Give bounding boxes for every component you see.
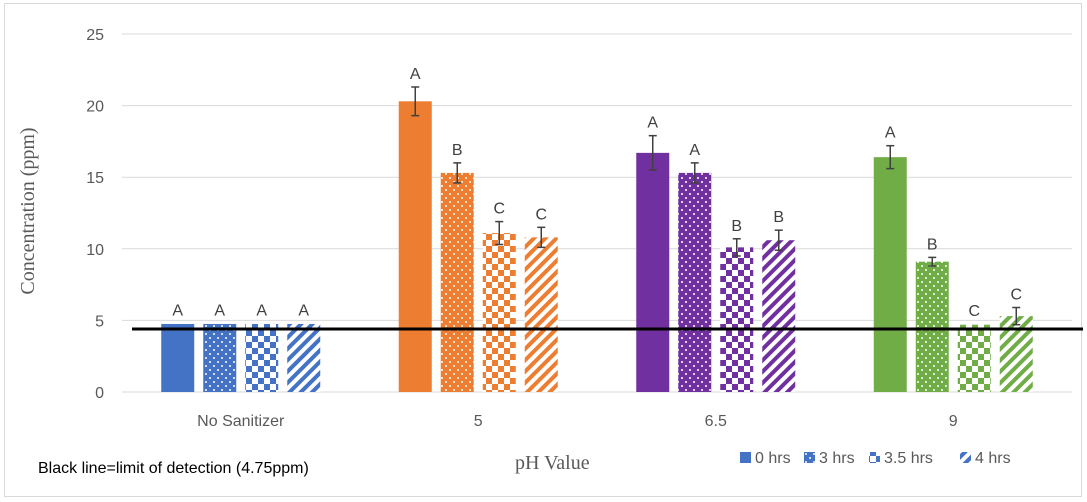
y-axis-ticks: 0 5 10 15 20 25 [86,27,104,402]
y-tick-label: 10 [86,242,104,259]
y-tick-label: 25 [86,27,104,44]
chart-frame [4,3,1082,497]
bar-3-hrs-2 [678,172,712,392]
x-category-label: 6.5 [705,413,727,430]
gridlines [122,33,1072,393]
bar-3_5-hrs-1 [482,233,516,392]
detection-limit-note: Black line=limit of detection (4.75ppm) [38,460,309,477]
legend-label: 4 hrs [975,450,1011,467]
bar-letter-label: B [731,218,742,235]
bar-letter-label: B [773,209,784,226]
x-axis-categories: No Sanitizer 5 6.5 9 [197,413,958,430]
y-tick-label: 5 [95,313,104,330]
bar-4-hrs-2 [762,240,796,392]
x-axis-title: pH Value [515,452,590,474]
bar-3_5-hrs-3 [957,324,991,392]
y-tick-label: 15 [86,170,104,187]
bar-0-hrs-3 [873,157,907,392]
bar-letter-label: C [535,206,547,223]
bar-letter-label: C [1010,287,1022,304]
bar-letter-label: A [214,302,225,319]
bars [161,86,1033,392]
legend: 0 hrs 3 hrs 3.5 hrs 4 hrs [740,450,1011,467]
y-axis-title: Concentration (ppm) [17,127,39,294]
bar-letter-label: A [172,302,183,319]
legend-label: 3.5 hrs [884,450,933,467]
legend-label: 0 hrs [755,450,791,467]
y-tick-label: 0 [95,385,104,402]
bar-letter-label: A [647,115,658,132]
bar-0-hrs-2 [636,152,670,392]
bar-4-hrs-1 [524,237,558,392]
bar-4-hrs-3 [999,316,1033,392]
bar-letter-label: C [493,201,505,218]
bar-3-hrs-1 [440,172,474,392]
bar-letter-label: A [256,302,267,319]
bar-letter-label: C [968,303,980,320]
x-category-label: 9 [949,413,958,430]
bar-letter-label: A [689,142,700,159]
legend-label: 3 hrs [819,450,855,467]
bar-letter-label: B [452,142,463,159]
bar-0-hrs-0 [161,323,195,392]
bar-3_5-hrs-0 [245,323,279,392]
bar-3_5-hrs-2 [720,247,754,392]
bar-0-hrs-1 [398,101,432,392]
y-tick-label: 20 [86,99,104,116]
x-category-label: No Sanitizer [197,413,285,430]
legend-swatch [869,452,880,463]
bar-4-hrs-0 [287,323,321,392]
bar-3-hrs-0 [203,323,237,392]
legend-swatch [740,452,751,463]
x-category-label: 5 [474,413,483,430]
bar-letter-label: A [885,125,896,142]
legend-swatch [960,452,971,463]
bar-letter-label: A [410,66,421,83]
bar-letter-label: B [927,236,938,253]
legend-swatch [804,452,815,463]
bar-letter-labels: A A A A A B C C A A B B A B C C [172,66,1022,320]
bar-3-hrs-3 [915,261,949,392]
bar-letter-label: A [298,302,309,319]
